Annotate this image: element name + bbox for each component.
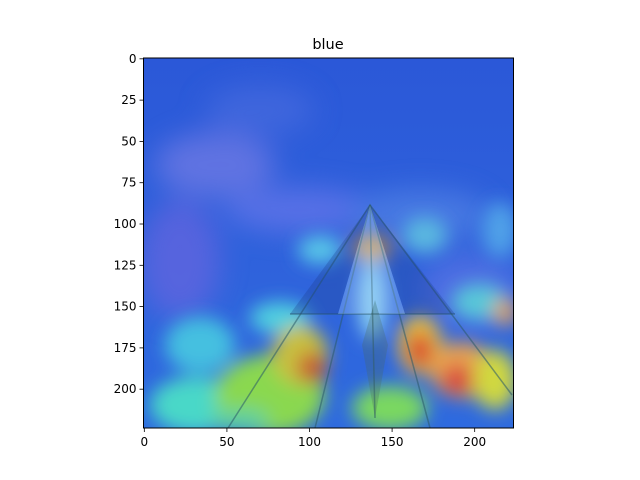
pyramid-edges	[227, 203, 513, 428]
heatmap-image	[143, 58, 514, 428]
y-tick-label: 50	[121, 134, 136, 148]
y-tick-label: 150	[114, 300, 137, 314]
pyramid-facets	[290, 205, 455, 418]
x-tick-label: 50	[219, 435, 234, 449]
y-tick-label: 200	[114, 382, 137, 396]
y-tick-label: 175	[114, 341, 137, 355]
y-tick-label: 0	[129, 52, 137, 66]
y-tick-label: 125	[114, 258, 137, 272]
activation-layer	[150, 202, 514, 428]
y-axis: 0 25 50 75 100 125 150 175 200	[114, 52, 144, 396]
x-tick-label: 0	[141, 435, 149, 449]
y-tick-label: 100	[114, 217, 137, 231]
x-tick-label: 100	[298, 435, 321, 449]
x-tick-label: 150	[381, 435, 404, 449]
x-tick-label: 200	[463, 435, 486, 449]
plot-frame	[143, 57, 514, 429]
chart-title: blue	[312, 37, 343, 53]
y-tick-label: 25	[121, 93, 136, 107]
x-axis: 0 50 100 150 200	[141, 428, 486, 449]
y-tick-label: 75	[121, 176, 136, 190]
